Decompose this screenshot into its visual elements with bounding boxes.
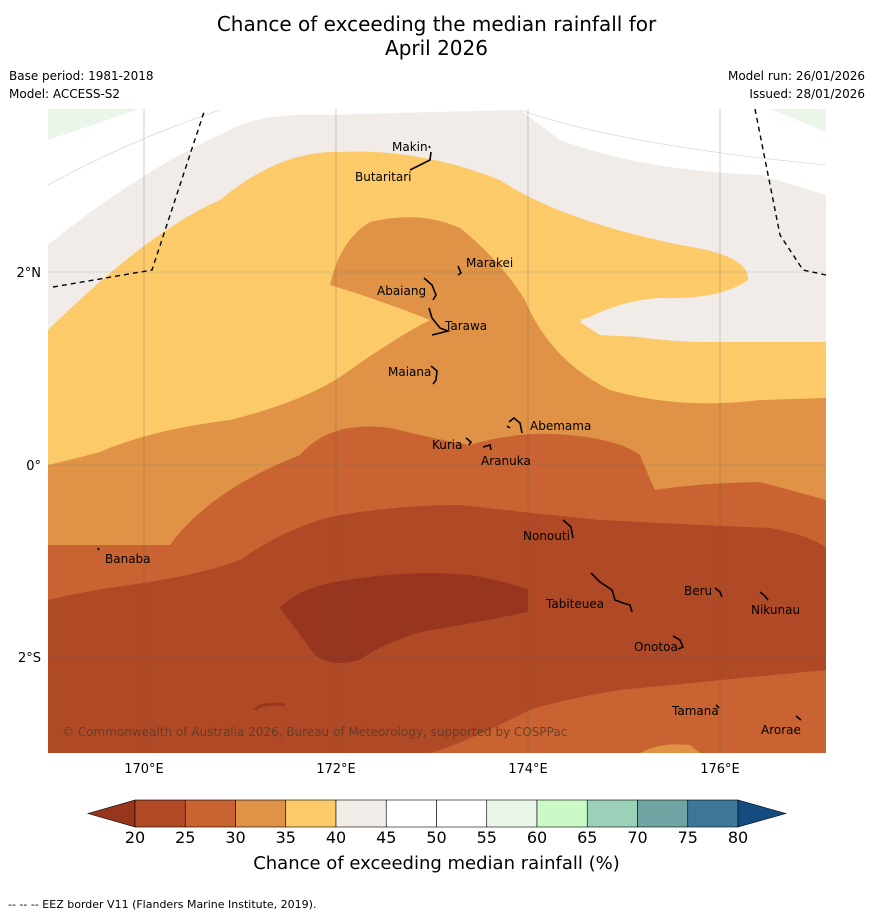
- island-beru: [714, 587, 723, 598]
- label-abemama: Abemama: [530, 419, 591, 433]
- lon-label: 170°E: [124, 762, 164, 777]
- colorbar-segment: [184, 799, 236, 828]
- place-labels: Makin Butaritari Marakei Abaiang Tarawa …: [105, 140, 801, 737]
- island-abemama: [506, 416, 523, 434]
- colorbar-tick-label: 40: [325, 828, 347, 847]
- colorbar-segment: [586, 799, 638, 828]
- island-abaiang: [423, 277, 437, 301]
- colorbar-tick-label: 35: [275, 828, 296, 847]
- island-tamana: [715, 704, 720, 709]
- colorbar-segment: [486, 799, 538, 828]
- model-run: Model run: 26/01/2026: [727, 69, 865, 83]
- band-40-45-east: [580, 280, 760, 337]
- label-abaiang: Abaiang: [377, 284, 426, 298]
- island-maiana: [430, 365, 438, 385]
- colorbar-segment: [235, 799, 287, 828]
- colorbar-segment: [436, 799, 488, 828]
- eez-border: [52, 108, 827, 288]
- island-butaritari-makin: [409, 145, 432, 171]
- colorbar-label: Chance of exceeding median rainfall (%): [253, 853, 620, 874]
- island-banaba: [97, 547, 100, 551]
- lon-label: 174°E: [508, 762, 548, 777]
- colorbar-segment: [385, 799, 437, 828]
- colorbar-segment: [134, 799, 186, 828]
- lat-label: 2°S: [18, 651, 41, 666]
- island-kuria: [465, 437, 473, 446]
- lon-label: 176°E: [700, 762, 740, 777]
- island-arorae: [795, 715, 802, 721]
- label-tamana: Tamana: [671, 704, 719, 718]
- colorbar-tick-label: 45: [376, 828, 397, 847]
- lat-label: 2°N: [17, 266, 42, 281]
- lat-label: 0°: [26, 459, 41, 474]
- title-line-2: April 2026: [385, 36, 488, 60]
- colorbar-tick-label: 50: [426, 828, 447, 847]
- lon-axis: 170°E 172°E 174°E 176°E: [124, 762, 740, 777]
- label-arorae: Arorae: [761, 723, 801, 737]
- probability-contours: [48, 109, 826, 753]
- island-nonouti: [562, 519, 574, 539]
- meta-left: Base period: 1981-2018 Model: ACCESS-S2: [9, 67, 154, 103]
- label-beru: Beru: [684, 584, 712, 598]
- eez-footnote: -- -- -- EEZ border V11 (Flanders Marine…: [8, 898, 317, 911]
- label-butaritari: Butaritari: [355, 170, 412, 184]
- label-tabiteuea: Tabiteuea: [545, 597, 604, 611]
- colorbar-tick-label: 60: [526, 828, 548, 847]
- colorbar: [86, 799, 788, 828]
- island-marakei: [457, 265, 462, 276]
- colorbar-tick-label: 65: [577, 828, 598, 847]
- colorbar-arrow-high: [737, 799, 788, 828]
- colorbar-tick-label: 55: [476, 828, 497, 847]
- island-aranuka: [482, 443, 492, 451]
- colorbar-segment: [687, 799, 739, 828]
- band-below-20: [280, 573, 528, 664]
- islands: [97, 145, 802, 721]
- island-tabiteuea: [590, 572, 633, 613]
- island-nikunau: [759, 591, 769, 601]
- colorbar-tick-label: 25: [175, 828, 196, 847]
- colorbar-segment: [637, 799, 689, 828]
- colorbar-segment: [285, 799, 337, 828]
- colorbar-tick-label: 20: [124, 828, 146, 847]
- label-maiana: Maiana: [388, 365, 431, 379]
- label-makin: Makin: [392, 140, 428, 154]
- colorbar-segment: [536, 799, 588, 828]
- colorbar-segment: [335, 799, 387, 828]
- island-onotoa: [672, 635, 685, 650]
- band-55-60-ne: [770, 109, 826, 132]
- label-marakei: Marakei: [466, 256, 513, 270]
- band-30-35-south: [640, 744, 700, 753]
- label-tarawa: Tarawa: [444, 319, 487, 333]
- model-name: Model: ACCESS-S2: [9, 87, 121, 101]
- colorbar-arrow-low: [86, 799, 136, 828]
- colorbar-tick-label: 80: [727, 828, 749, 847]
- label-kuria: Kuria: [432, 438, 463, 452]
- copyright-text: © Commonwealth of Australia 2026, Bureau…: [62, 725, 567, 739]
- label-nikunau: Nikunau: [751, 603, 800, 617]
- label-nonouti: Nonouti: [523, 529, 570, 543]
- gridlines: [48, 109, 826, 753]
- lon-label: 172°E: [316, 762, 356, 777]
- label-aranuka: Aranuka: [481, 454, 531, 468]
- meta-right: Model run: 26/01/2026 Issued: 28/01/2026: [728, 67, 865, 103]
- band-55-60-nw: [48, 109, 140, 140]
- title-line-1: Chance of exceeding the median rainfall …: [216, 12, 657, 36]
- label-banaba: Banaba: [105, 552, 151, 566]
- base-period: Base period: 1981-2018: [9, 69, 154, 83]
- label-onotoa: Onotoa: [634, 640, 678, 654]
- lat-axis: 2°N 0° 2°S: [17, 266, 42, 666]
- colorbar-tick-label: 30: [225, 828, 246, 847]
- issued-date: Issued: 28/01/2026: [749, 87, 865, 101]
- island-tarawa: [428, 307, 451, 336]
- colorbar-tick-label: 70: [627, 828, 648, 847]
- colorbar-tick-label: 75: [677, 828, 698, 847]
- chart-title: Chance of exceeding the median rainfall …: [0, 12, 873, 60]
